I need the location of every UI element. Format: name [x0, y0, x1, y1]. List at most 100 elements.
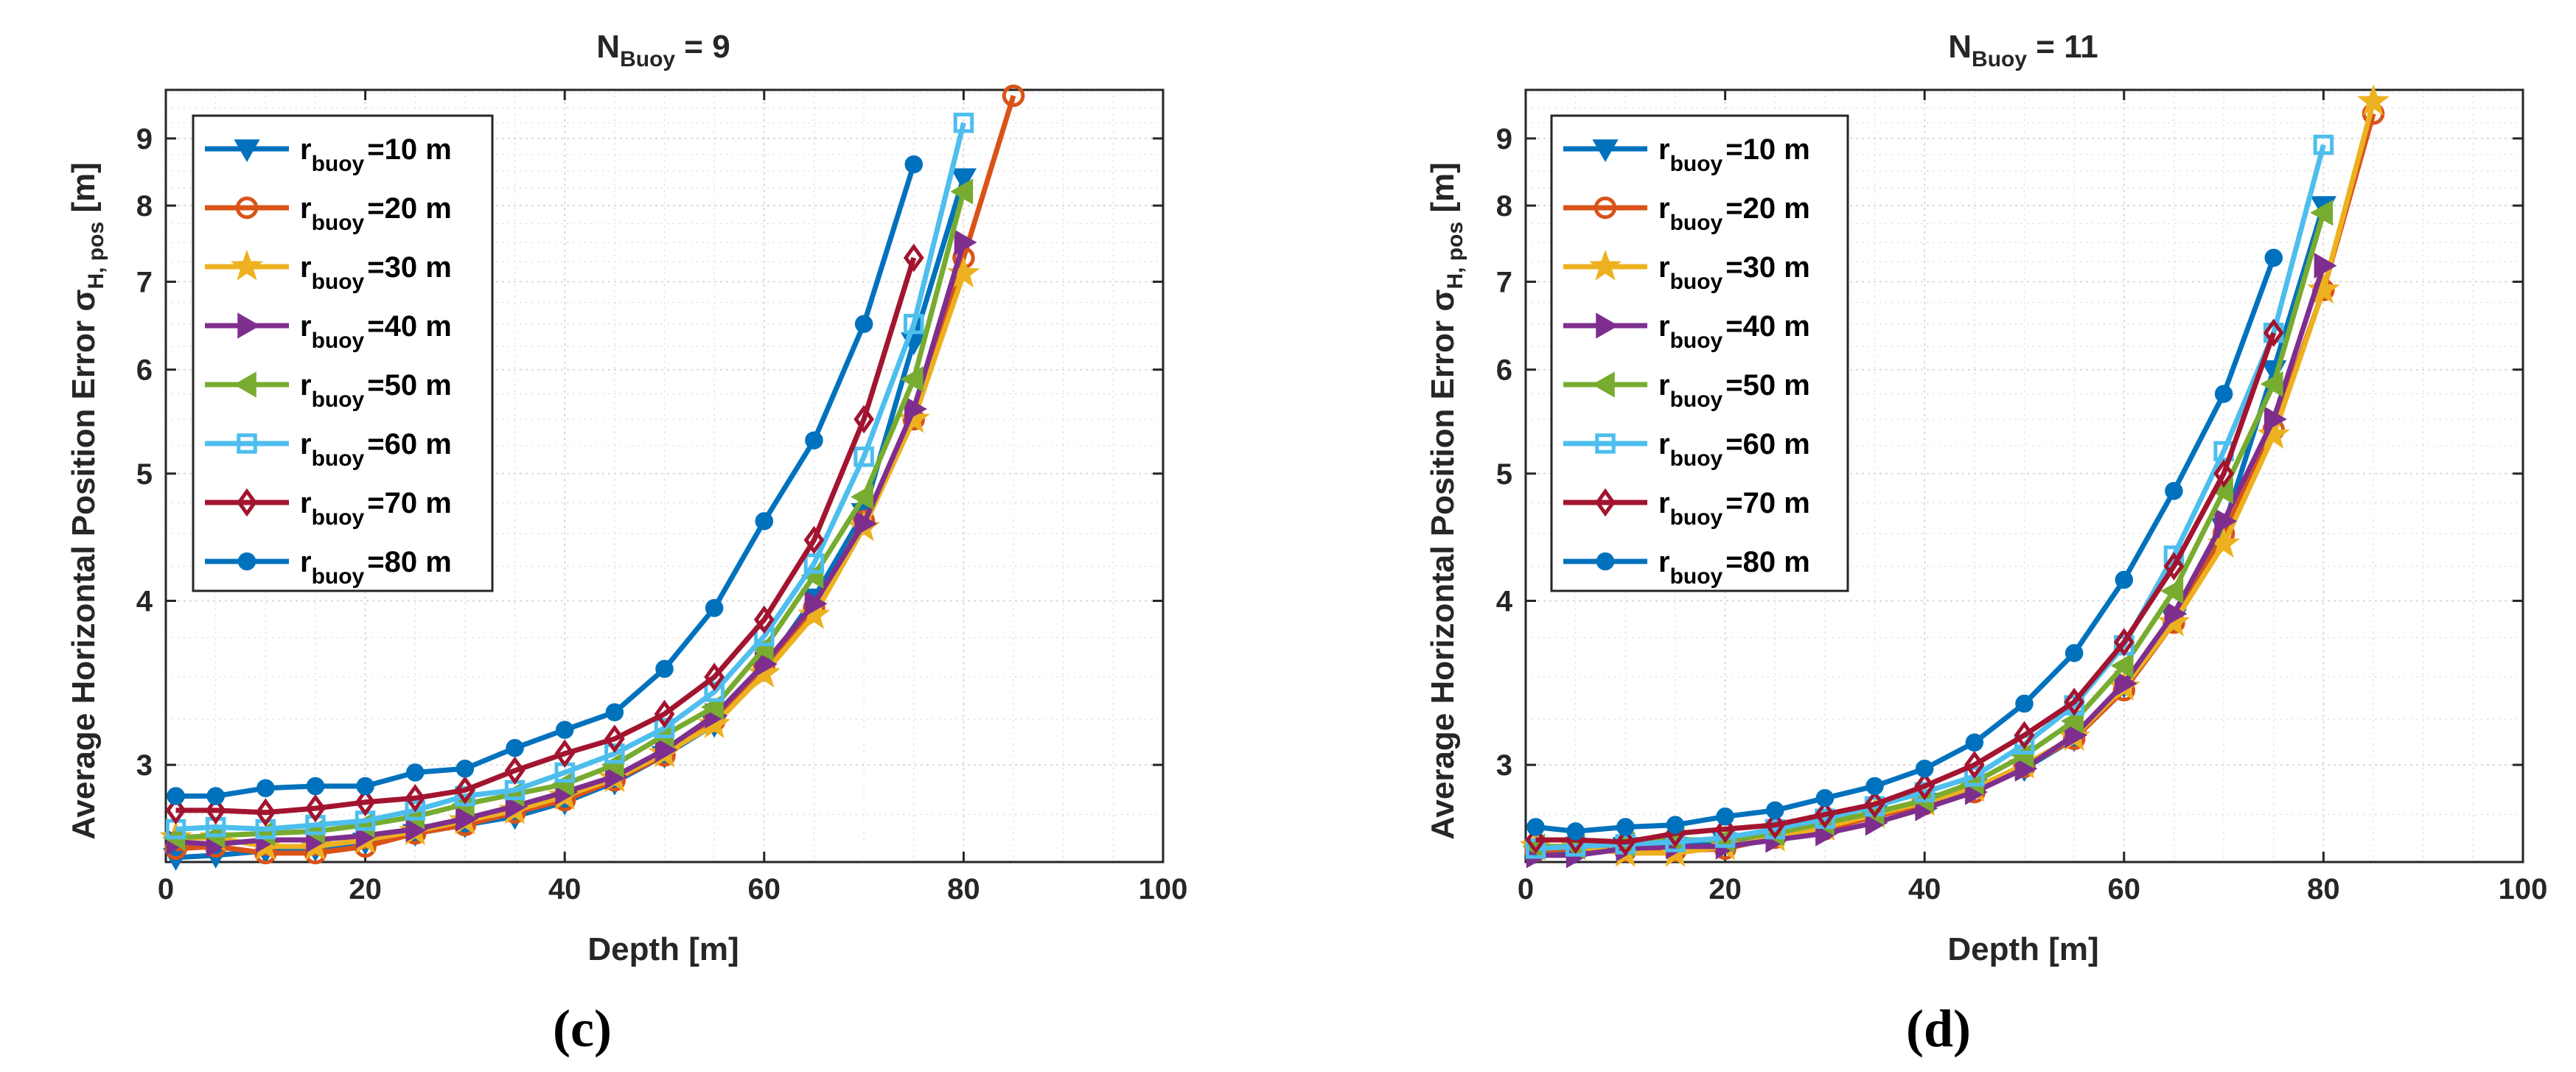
data-point [900, 366, 924, 393]
data-point [904, 396, 927, 422]
chart-panel-c: 0 20 40 60 80 100 3 4 5 6 7 8 9 rbuoy =10 m rbuoy =20 … [66, 29, 1187, 1058]
y-tick-labels: 3 4 5 6 7 8 9 [1496, 123, 1513, 782]
data-point [405, 783, 426, 813]
data-point [356, 777, 374, 796]
x-axis-title: Depth [m] [1947, 931, 2098, 967]
data-point [704, 662, 725, 692]
x-tick-label: 0 [158, 873, 174, 905]
data-point [655, 737, 678, 763]
data-point [2011, 742, 2034, 768]
data-point [705, 598, 724, 617]
data-point [2313, 134, 2334, 155]
legend-label: rbuoy =30 m [300, 251, 452, 294]
data-point [2110, 652, 2134, 679]
data-point [2113, 628, 2135, 656]
x-tick-label: 100 [2499, 873, 2548, 905]
data-point [2264, 406, 2287, 432]
data-point [2260, 371, 2283, 397]
y-tick-label: 3 [136, 749, 153, 782]
legend-box [1550, 114, 1849, 592]
panel-label: (c) [553, 999, 612, 1058]
data-point [803, 525, 825, 555]
panel-label: (d) [1906, 999, 1971, 1058]
legend-entry: rbuoy =20 m [205, 192, 452, 235]
legend-label: rbuoy =80 m [300, 546, 452, 589]
y-tick-label: 9 [1496, 123, 1512, 155]
data-point [897, 402, 930, 433]
legend-label: rbuoy =40 m [300, 310, 452, 353]
data-point [2314, 253, 2337, 279]
series-line [175, 256, 917, 816]
x-tick-labels: 0 20 40 60 80 100 [158, 873, 1188, 905]
data-point [904, 155, 923, 174]
chart-title: NBuoy = 9 [596, 29, 730, 71]
data-point [854, 404, 874, 434]
legend-entry: rbuoy =60 m [1563, 428, 1810, 471]
legend-marker [234, 139, 260, 163]
legend-label: rbuoy =80 m [1658, 546, 1810, 589]
data-point [851, 483, 873, 510]
data-point [2115, 570, 2134, 589]
y-tick-label: 4 [136, 585, 153, 617]
x-tick-label: 60 [2108, 873, 2141, 905]
y-tick-label: 8 [136, 190, 153, 223]
data-point [2356, 84, 2390, 116]
x-tick-label: 100 [1139, 873, 1188, 905]
data-point [755, 512, 774, 530]
data-point [555, 721, 574, 739]
data-point [1964, 766, 1985, 787]
x-tick-label: 20 [349, 873, 382, 905]
legend-marker [1591, 371, 1615, 398]
data-point [1666, 816, 1685, 834]
legend-marker [230, 249, 264, 281]
legend-entry: rbuoy =30 m [205, 249, 452, 294]
series-r70 [1525, 318, 2284, 857]
data-point [755, 651, 778, 677]
series-line [1535, 332, 2277, 845]
legend-label: rbuoy =20 m [1658, 192, 1810, 235]
y-tick-label: 8 [1496, 190, 1512, 223]
series-layer [159, 84, 1025, 871]
legend-marker [1594, 196, 1617, 220]
plot-area [1524, 88, 2524, 863]
data-point [1526, 818, 1545, 836]
y-tick-label: 6 [136, 354, 153, 387]
legend-marker [233, 371, 256, 398]
data-point [405, 800, 425, 821]
data-point [753, 605, 775, 634]
x-axis-title: Depth [m] [587, 931, 739, 967]
data-point [2064, 722, 2088, 749]
data-point [804, 590, 828, 617]
series-line [175, 122, 966, 832]
chart-title: NBuoy = 11 [1948, 29, 2098, 71]
legend-marker [1595, 433, 1616, 454]
axis-ticks [1524, 90, 2524, 862]
data-point [1815, 789, 1835, 807]
legend-marker [1595, 488, 1616, 517]
data-point [2115, 670, 2137, 697]
data-point [205, 796, 226, 825]
data-point [2263, 318, 2284, 348]
legend-marker [235, 196, 259, 220]
data-point [604, 724, 625, 754]
chart-panel-d: 0 20 40 60 80 100 3 4 5 6 7 8 9 rbuoy =10 m rbuoy =20 … [1425, 29, 2547, 1058]
data-point [654, 699, 675, 729]
data-point [305, 794, 326, 823]
series-line [175, 164, 917, 799]
y-tick-label: 5 [1496, 458, 1512, 491]
data-point [2264, 248, 2283, 267]
data-point [704, 682, 725, 702]
data-point [455, 776, 475, 805]
series-line [1535, 144, 2326, 852]
y-axis-title: Average Horizontal Position Error σH, po… [1425, 162, 1467, 840]
data-point [2214, 385, 2233, 403]
data-point [655, 659, 674, 679]
legend-marker [1592, 139, 1619, 163]
data-point [854, 446, 874, 467]
data-point [1615, 827, 1636, 857]
data-point [1566, 822, 1585, 841]
legend-entry: rbuoy =10 m [205, 133, 452, 176]
legend-label: rbuoy =60 m [300, 428, 452, 471]
data-point [950, 168, 977, 192]
legend-entry: rbuoy =40 m [205, 310, 452, 353]
